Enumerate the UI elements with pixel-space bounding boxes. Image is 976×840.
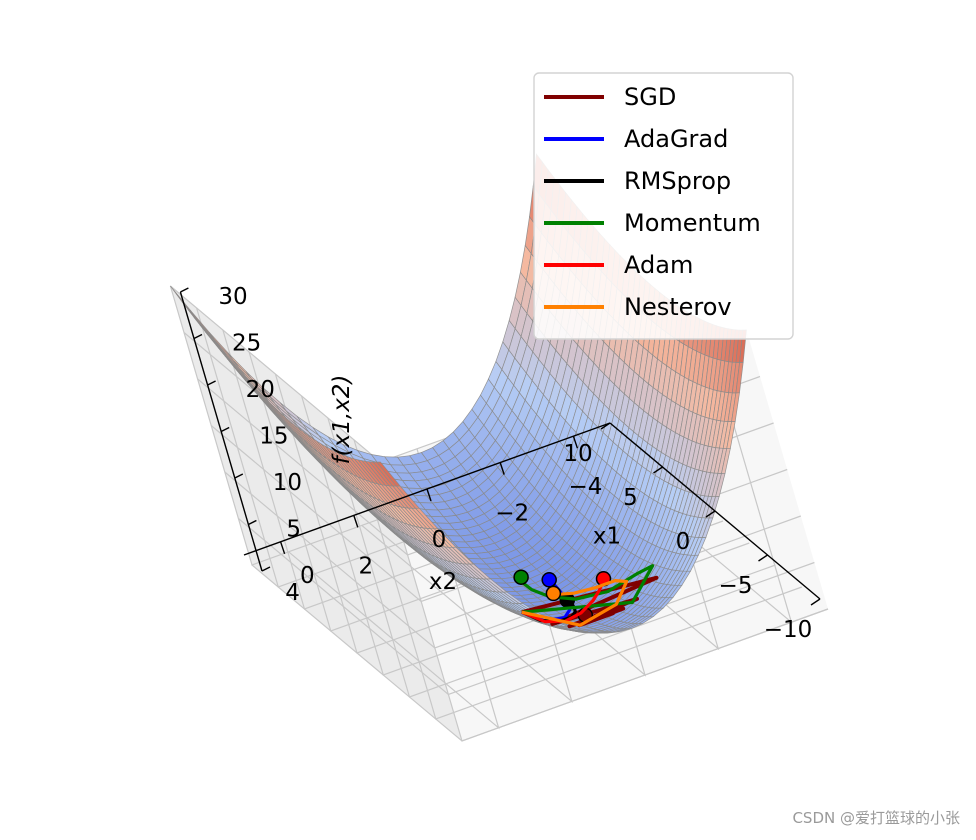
z-tick-label: 30	[218, 284, 247, 310]
x1-tick-label: 0	[676, 529, 691, 555]
z-tick-label: 15	[259, 424, 288, 450]
x1-tick-label: 10	[563, 441, 592, 467]
x2-tick-label: −2	[495, 501, 529, 527]
x1-axis-label: x1	[593, 523, 621, 549]
x2-tick-label: −4	[568, 474, 602, 500]
x2-tick-label: 4	[285, 580, 300, 606]
x2-axis-label: x2	[429, 569, 457, 595]
z-tick-label: 25	[232, 331, 261, 357]
legend-label-rmsprop: RMSprop	[624, 167, 731, 195]
endpoint-nesterov	[546, 586, 560, 600]
x1-tick-label: −10	[764, 617, 813, 643]
endpoint-adagrad	[542, 573, 556, 587]
legend-label-nesterov: Nesterov	[624, 293, 732, 321]
legend-label-adagrad: AdaGrad	[624, 125, 728, 153]
legend-label-adam: Adam	[624, 251, 693, 279]
z-tick-label: 5	[286, 517, 301, 543]
x1-tick-label: 5	[623, 485, 638, 511]
x1-tick-label: −5	[719, 573, 753, 599]
watermark-text: CSDN @爱打篮球的小张	[792, 807, 960, 828]
legend-label-momentum: Momentum	[624, 209, 761, 237]
legend: SGD AdaGrad RMSprop Momentum Adam Nesterov	[534, 73, 793, 339]
z-axis-label: f(x1,x2)	[329, 375, 355, 465]
x2-tick-label: 2	[358, 553, 373, 579]
z-tick	[180, 288, 188, 292]
endpoint-momentum	[514, 570, 528, 584]
z-tick-label: 10	[273, 470, 302, 496]
legend-label-sgd: SGD	[624, 83, 676, 111]
z-tick-label: 20	[246, 377, 275, 403]
x2-tick-label: 0	[432, 527, 447, 553]
z-tick-label: 0	[300, 563, 315, 589]
